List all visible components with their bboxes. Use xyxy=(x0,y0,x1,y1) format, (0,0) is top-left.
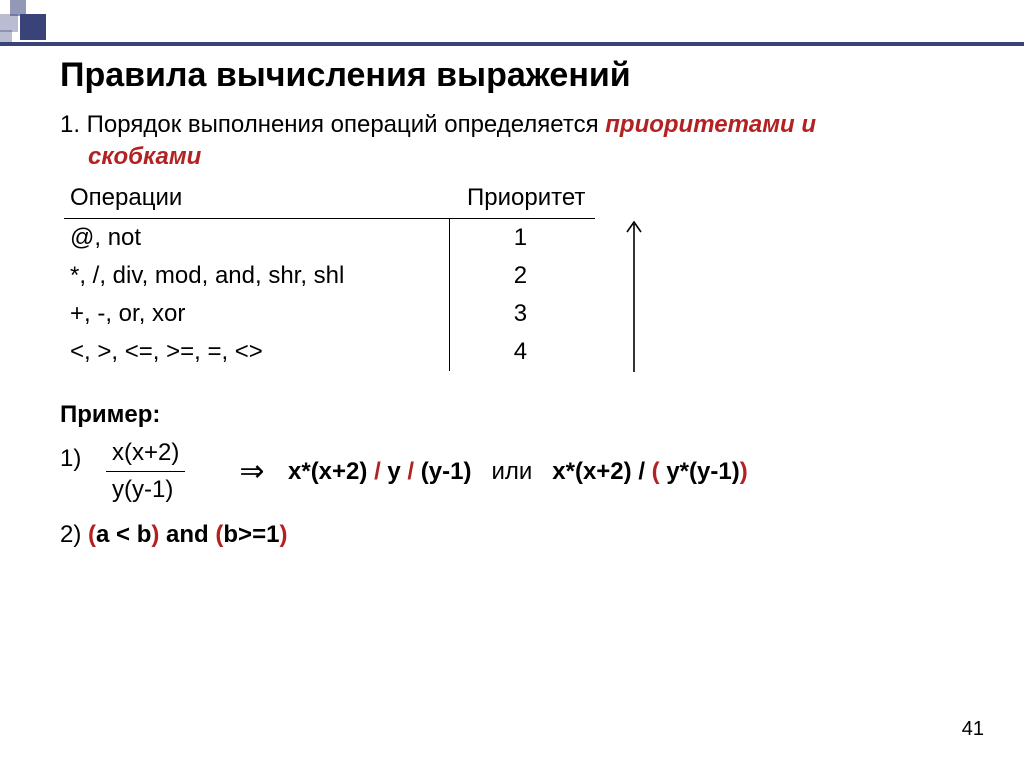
ex2-paren-1: ( xyxy=(88,521,96,548)
expr-b-pre: x*(x+2) / xyxy=(552,458,651,485)
table-row: <, >, <=, >=, =, <> 4 xyxy=(64,333,595,371)
intro-emph-1: приоритетами и xyxy=(605,111,816,138)
horizontal-rule-decoration xyxy=(0,42,1024,46)
ex2-body-2: b>=1 xyxy=(223,521,279,548)
expr-b-paren-close: ) xyxy=(740,458,748,485)
pri-cell: 1 xyxy=(449,218,595,257)
ex2-body-1: a < b xyxy=(96,521,151,548)
ops-cell: +, -, or, xor xyxy=(64,295,449,333)
priority-table: Операции Приоритет @, not 1 *, /, div, m… xyxy=(64,180,595,371)
fraction: x(x+2) y(y-1) xyxy=(106,437,216,507)
table-row: *, /, div, mod, and, shr, shl 2 xyxy=(64,257,595,295)
fraction-denominator: y(y-1) xyxy=(106,472,179,506)
th-priority: Приоритет xyxy=(449,180,595,219)
ops-cell: @, not xyxy=(64,218,449,257)
ex2-paren-4: ) xyxy=(279,521,287,548)
implies-symbol: ⇒ xyxy=(222,454,282,489)
slide-content: Правила вычисления выражений 1. Порядок … xyxy=(60,56,980,549)
intro-emph-2: скобками xyxy=(88,141,201,173)
table-row: +, -, or, xor 3 xyxy=(64,295,595,333)
expr-b-paren-open: ( xyxy=(652,458,660,485)
pri-cell: 4 xyxy=(449,333,595,371)
ex2-and: and xyxy=(159,521,215,548)
example-1-number: 1) xyxy=(60,437,100,473)
example-2-number: 2) xyxy=(60,521,88,548)
slide-title: Правила вычисления выражений xyxy=(60,56,980,95)
pri-cell: 2 xyxy=(449,257,595,295)
table-row: @, not 1 xyxy=(64,218,595,257)
intro-prefix: 1. Порядок выполнения операций определяе… xyxy=(60,111,605,138)
expr-a-mid2: (y-1) xyxy=(414,458,471,485)
expr-a-mid1: y xyxy=(381,458,408,485)
priority-table-wrap: Операции Приоритет @, not 1 *, /, div, m… xyxy=(64,180,980,371)
up-arrow-icon xyxy=(624,216,644,374)
ops-cell: <, >, <=, >=, =, <> xyxy=(64,333,449,371)
example-1: 1) x(x+2) y(y-1) ⇒ x*(x+2) / y / (y-1) и… xyxy=(60,437,980,507)
ops-cell: *, /, div, mod, and, shr, shl xyxy=(64,257,449,295)
page-number: 41 xyxy=(962,718,984,741)
fraction-numerator: x(x+2) xyxy=(106,437,185,472)
expr-a-slash-1: / xyxy=(374,458,381,485)
intro-paragraph: 1. Порядок выполнения операций определяе… xyxy=(60,109,980,174)
or-word: или xyxy=(471,458,552,485)
expr-b-mid: y*(y-1) xyxy=(660,458,740,485)
pri-cell: 3 xyxy=(449,295,595,333)
expression-line: x*(x+2) / y / (y-1) или x*(x+2) / ( y*(y… xyxy=(288,458,980,486)
th-operations: Операции xyxy=(64,180,449,219)
example-heading: Пример: xyxy=(60,401,980,429)
example-2: 2) (a < b) and (b>=1) xyxy=(60,521,980,549)
expr-a-pre: x*(x+2) xyxy=(288,458,374,485)
